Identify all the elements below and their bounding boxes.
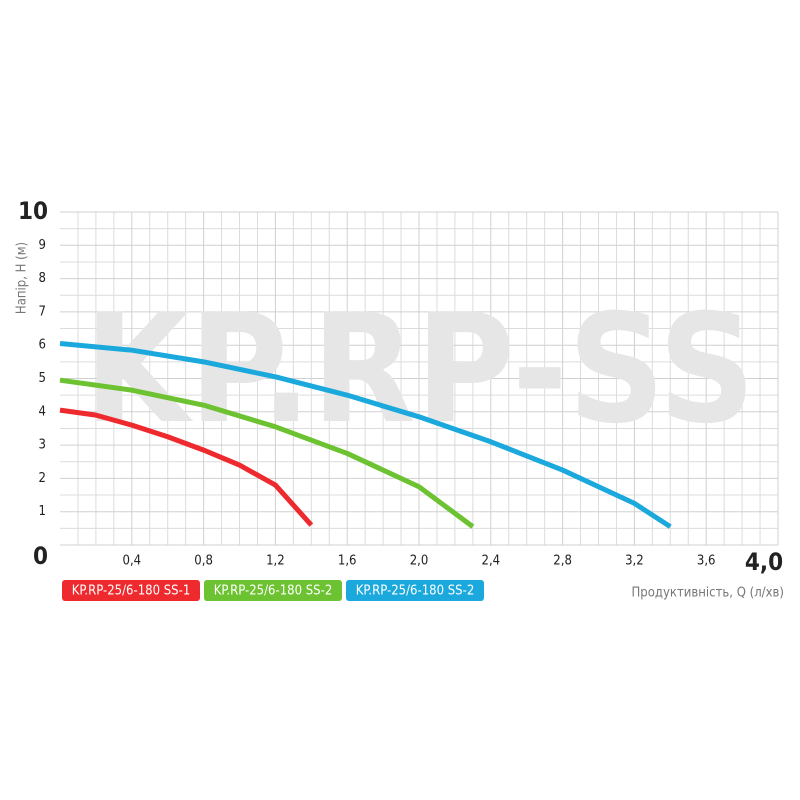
series-line [59,341,672,529]
y-tick-label: 10 [18,197,48,225]
x-tick-label: 0,8 [194,554,213,569]
x-axis-label: Продуктивність, Q (л/хв) [632,586,785,601]
series-line [59,407,314,527]
y-tick-label: 0 [33,542,48,570]
x-tick-label: 3,6 [697,554,716,569]
legend-label: KP.RP-25/6-180 SS-1 [72,584,191,599]
legend-item: KP.RP-25/6-180 SS-2 [204,580,342,601]
legend-item: KP.RP-25/6-180 SS-2 [346,580,484,601]
x-tick-label: 2,0 [410,554,429,569]
y-tick-label: 2 [39,471,46,486]
legend-label: KP.RP-25/6-180 SS-2 [356,584,475,599]
x-tick-label: 4,0 [745,548,783,576]
y-tick-label: 3 [39,438,46,453]
x-tick-label: 0,4 [123,554,142,569]
x-tick-label: 2,8 [553,554,572,569]
y-tick-label: 6 [39,338,46,353]
y-tick-label: 8 [39,271,46,286]
y-tick-label: 9 [39,238,46,253]
grid [60,211,779,546]
legend-swatch [204,580,342,601]
legend-swatch [62,580,200,601]
x-tick-label: 3,2 [625,554,644,569]
y-tick-label: 5 [39,371,46,386]
legend-label: KP.RP-25/6-180 SS-2 [214,584,333,599]
y-tick-label: 1 [39,504,46,519]
y-tick-label: 7 [39,304,46,319]
x-tick-label: 1,6 [338,554,357,569]
x-tick-label: 2,4 [482,554,501,569]
legend-item: KP.RP-25/6-180 SS-1 [62,580,200,601]
y-tick-label: 4 [39,404,46,419]
watermark: KP.RP-SS [84,283,755,457]
x-tick-label: 1,2 [266,554,285,569]
y-axis-label: Напір, Н (м) [15,242,30,314]
legend-swatch [346,580,484,601]
series-line [59,377,475,529]
